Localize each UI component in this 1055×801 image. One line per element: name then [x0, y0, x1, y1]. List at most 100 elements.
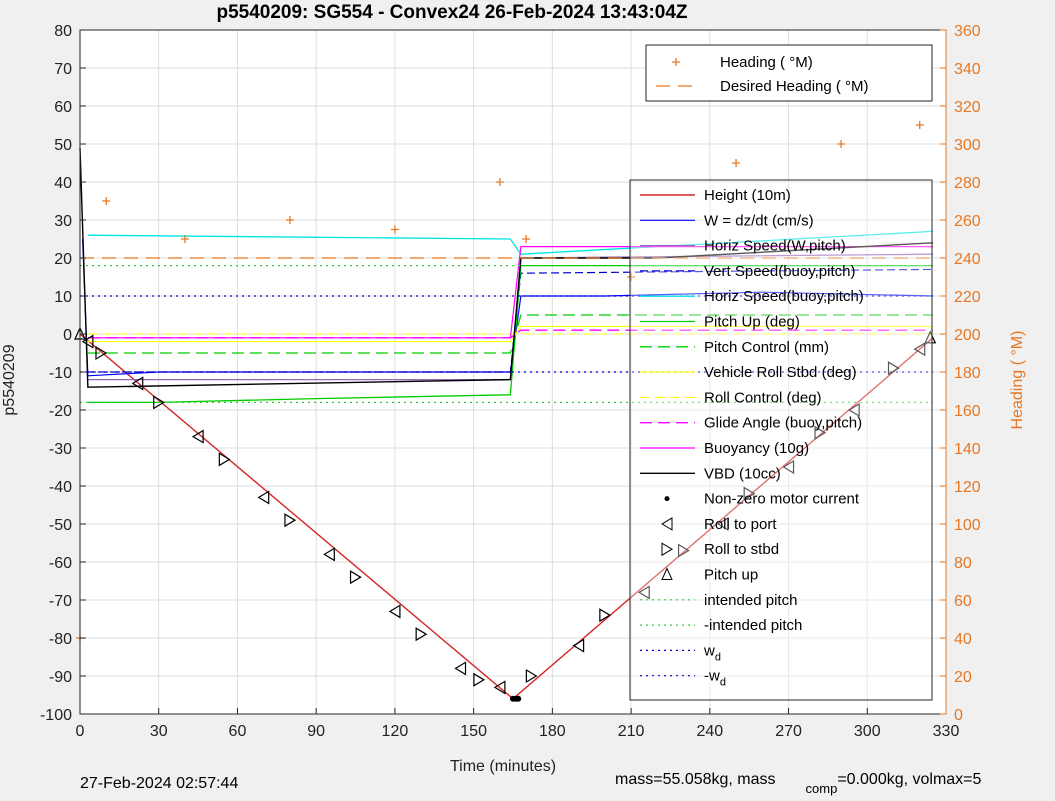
legend-heading-box	[645, 44, 933, 102]
chart-title: p5540209: SG554 - Convex24 26-Feb-2024 1…	[216, 2, 687, 23]
roll-stbd-marker-0	[95, 345, 108, 361]
y2-tick-label-17: 20	[954, 669, 972, 686]
heading-point-4	[390, 225, 399, 234]
heading-point-5	[495, 178, 504, 186]
y-tick-label-15: -70	[49, 593, 72, 610]
legend-swatch-14	[661, 542, 673, 557]
legend-swatch-15	[661, 567, 673, 580]
y-tick-label-18: -100	[40, 707, 72, 724]
heading-point-2	[180, 235, 189, 243]
legend-label-17: -intended pitch	[704, 617, 802, 634]
y-tick-label-2: 60	[54, 99, 72, 116]
legend-label-8: Roll Control (deg)	[704, 389, 822, 406]
legend-label-10: Buoyancy (10g)	[704, 440, 809, 457]
y2-tick-label-1: 340	[954, 61, 981, 78]
roll-stbd-marker-3	[284, 513, 297, 528]
y-tick-label-4: 40	[54, 175, 72, 192]
legend-label-3: Vert Speed(buoy,pitch)	[704, 263, 855, 280]
y2-tick-label-2: 320	[954, 99, 981, 116]
y-tick-label-3: 50	[54, 137, 72, 154]
roll-port-marker-9	[638, 585, 650, 600]
roll-stbd-marker-1	[153, 395, 165, 410]
x-tick-label-0: 0	[76, 723, 85, 740]
roll-stbd-marker-10	[743, 486, 756, 501]
y-tick-label-6: 20	[54, 251, 72, 268]
footer-mass: mass=55.058kg, mass comp=0.000kg, volmax=…	[615, 771, 982, 796]
x-tick-label-11: 330	[933, 723, 960, 740]
legend-label-2: Horiz Speed(W,pitch)	[704, 238, 846, 255]
legend-label-sub-19: d	[720, 677, 726, 689]
legend-label-16: intended pitch	[704, 592, 797, 609]
y-axis-left: 80 70 60 50 40 30 20 10 0 -10 -20 -30 -40 -50 -60 -70 -8…	[40, 23, 86, 724]
y2-tick-label-0: 360	[954, 23, 981, 40]
y2-tick-label-8: 200	[954, 327, 981, 344]
x-tick-label-10: 300	[854, 723, 881, 740]
roll-stbd-marker-5	[415, 627, 428, 642]
footer-comp-sub: comp	[805, 781, 838, 796]
series-line-10	[87, 246, 933, 339]
roll-stbd-marker-2	[218, 452, 231, 467]
heading-point-9	[837, 140, 846, 148]
roll-port-marker-2	[191, 429, 204, 444]
y2-tick-label-15: 60	[954, 593, 972, 610]
roll-port-marker-0	[81, 334, 94, 349]
legend-label-7: Vehicle Roll Stbd (deg)	[704, 364, 857, 381]
legend-main: Height (10m) W = dz/dt (cm/s) Horiz Speed(…	[629, 179, 933, 701]
y-tick-label-14: -60	[49, 555, 72, 572]
footer-mass-rest: =0.000kg, volmax=5	[837, 771, 982, 788]
roll-port-marker-13	[913, 342, 926, 357]
legend-label-13: Roll to port	[704, 516, 777, 533]
roll-port-marker-10	[716, 516, 729, 532]
y2-tick-label-12: 120	[954, 479, 981, 496]
y-axis-label: p5540209	[1, 344, 18, 415]
legend-label-12: Non-zero motor current	[704, 491, 860, 508]
y-tick-label-0: 80	[54, 23, 72, 40]
y2-tick-label-5: 260	[954, 213, 981, 230]
y-tick-label-11: -30	[49, 441, 72, 458]
roll-stbd-marker-8	[599, 608, 612, 623]
legend-label-5: Pitch Up (deg)	[704, 314, 800, 331]
series-line-4	[87, 230, 933, 255]
x-axis-label: Time (minutes)	[450, 758, 556, 775]
legend-heading: Heading ( °M) Desired Heading ( °M)	[645, 44, 933, 102]
legend-label-15: Pitch up	[704, 567, 758, 584]
roll-port-marker-6	[454, 661, 467, 676]
legend-label-sub-18: d	[715, 651, 721, 663]
roll-port-marker-11	[782, 459, 795, 475]
legend-label-1: W = dz/dt (cm/s)	[704, 212, 814, 229]
pitch-up-marker-1	[924, 330, 937, 344]
x-tick-label-6: 180	[539, 723, 566, 740]
heading-point-10	[915, 121, 924, 129]
roll-stbd-marker-11	[814, 425, 827, 440]
legend-label-0: Height (10m)	[704, 187, 791, 204]
roll-port-marker-3	[257, 490, 270, 505]
legend-main-box	[629, 179, 933, 701]
heading-point-3	[285, 216, 294, 224]
roll-stbd-marker-4	[349, 570, 362, 585]
y-axis-right: 3603403203002802602402202001801601401201…	[940, 23, 981, 724]
x-tick-label-5: 150	[460, 723, 487, 740]
x-tick-label-4: 120	[382, 723, 409, 740]
y-tick-label-16: -80	[49, 631, 72, 648]
y2-tick-label-14: 80	[954, 555, 972, 572]
roll-port-marker-12	[847, 402, 860, 418]
y2-tick-label-6: 240	[954, 251, 981, 268]
heading-point-7	[627, 273, 636, 281]
y-tick-label-10: -20	[49, 403, 72, 420]
y2-tick-label-4: 280	[954, 175, 981, 192]
roll-port-marker-4	[323, 547, 335, 562]
y2-tick-label-10: 160	[954, 403, 981, 420]
series-layer	[76, 121, 934, 700]
x-tick-label-1: 30	[150, 723, 168, 740]
y2-tick-label-13: 100	[954, 517, 981, 534]
y-tick-label-17: -90	[49, 669, 72, 686]
y2-tick-label-16: 40	[954, 631, 972, 648]
y-tick-label-5: 30	[54, 213, 72, 230]
roll-port-marker-1	[131, 376, 144, 391]
y-tick-label-12: -40	[49, 479, 72, 496]
roll-port-marker-5	[388, 604, 401, 619]
marker-layer	[74, 326, 937, 702]
roll-stbd-marker-12	[887, 361, 900, 376]
x-tick-label-9: 270	[775, 723, 802, 740]
roll-stbd-marker-9	[677, 543, 690, 558]
